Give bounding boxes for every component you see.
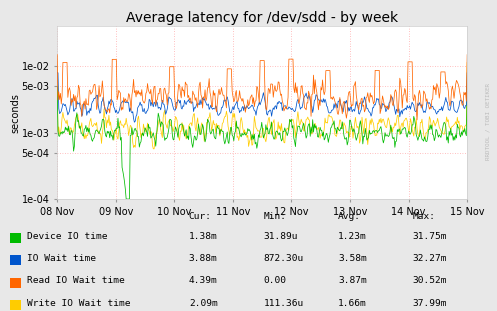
Text: 0.00: 0.00 xyxy=(263,276,286,285)
Text: Read IO Wait time: Read IO Wait time xyxy=(27,276,125,285)
Text: 37.99m: 37.99m xyxy=(413,299,447,308)
Text: 4.39m: 4.39m xyxy=(189,276,218,285)
Text: Device IO time: Device IO time xyxy=(27,231,107,240)
Text: Avg:: Avg: xyxy=(338,212,361,221)
Text: Write IO Wait time: Write IO Wait time xyxy=(27,299,130,308)
Text: RRDTOOL / TOBI OETIKER: RRDTOOL / TOBI OETIKER xyxy=(486,83,491,160)
Text: 111.36u: 111.36u xyxy=(263,299,304,308)
Title: Average latency for /dev/sdd - by week: Average latency for /dev/sdd - by week xyxy=(126,11,398,25)
Text: 31.89u: 31.89u xyxy=(263,231,298,240)
Text: IO Wait time: IO Wait time xyxy=(27,254,96,263)
Text: 3.87m: 3.87m xyxy=(338,276,367,285)
Text: Min:: Min: xyxy=(263,212,286,221)
Text: Cur:: Cur: xyxy=(189,212,212,221)
Text: Max:: Max: xyxy=(413,212,435,221)
Y-axis label: seconds: seconds xyxy=(10,93,20,133)
Text: 2.09m: 2.09m xyxy=(189,299,218,308)
Text: 3.58m: 3.58m xyxy=(338,254,367,263)
Text: 31.75m: 31.75m xyxy=(413,231,447,240)
Text: 32.27m: 32.27m xyxy=(413,254,447,263)
Text: 3.88m: 3.88m xyxy=(189,254,218,263)
Text: 1.66m: 1.66m xyxy=(338,299,367,308)
Text: 872.30u: 872.30u xyxy=(263,254,304,263)
Text: 1.38m: 1.38m xyxy=(189,231,218,240)
Text: 30.52m: 30.52m xyxy=(413,276,447,285)
Text: 1.23m: 1.23m xyxy=(338,231,367,240)
